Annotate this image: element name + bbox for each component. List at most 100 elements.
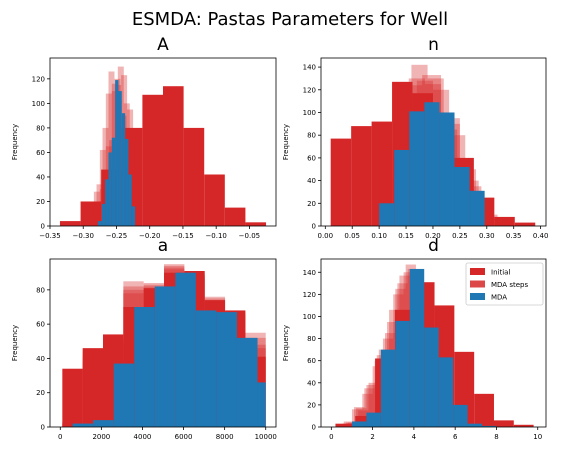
x-tick-label: 0.25 — [452, 232, 468, 240]
figure-title: ESMDA: Pastas Parameters for Well — [132, 9, 448, 30]
axes-frame — [320, 258, 547, 428]
mda-bar — [351, 421, 367, 427]
mda-step-bar — [99, 149, 106, 226]
mda-bar — [72, 423, 94, 427]
mda-step-bar — [354, 407, 365, 427]
mda-bar — [424, 327, 439, 427]
y-tick-label: 80 — [36, 124, 45, 132]
mda-step-bar — [345, 422, 357, 427]
mda-bar — [111, 137, 116, 226]
axes-frame — [49, 57, 277, 227]
initial-bar — [59, 221, 81, 226]
mda-bar — [395, 320, 410, 427]
y-axis-label: Frequency — [282, 124, 290, 160]
mda-bar — [257, 382, 266, 427]
panel-title: d — [428, 236, 439, 256]
mda-bar — [379, 203, 395, 226]
x-tick-label: −0.30 — [73, 232, 94, 240]
y-axis-label: Frequency — [11, 325, 19, 361]
initial-bar — [513, 424, 534, 427]
mda-step-bar — [127, 109, 134, 226]
mda-bar — [409, 268, 425, 427]
y-tick-label: 120 — [303, 291, 316, 299]
y-tick-label: 140 — [303, 269, 316, 277]
initial-bar — [474, 393, 494, 427]
x-tick-label: 6000 — [175, 433, 193, 441]
y-axis-label: Frequency — [11, 124, 19, 160]
mda-step-bar — [133, 170, 140, 226]
mda-step-bar — [129, 164, 136, 226]
legend-box — [465, 262, 544, 306]
y-tick-label: 20 — [307, 200, 316, 208]
y-tick-label: 60 — [36, 149, 45, 157]
x-tick-label: 4 — [412, 433, 417, 441]
mda-bar — [454, 166, 470, 226]
mda-step-bar — [368, 382, 379, 427]
y-tick-label: 0 — [312, 424, 316, 432]
x-tick-label: 0 — [58, 433, 62, 441]
mda-step-bar — [93, 191, 100, 226]
mda-bar — [113, 363, 135, 427]
y-tick-label: 0 — [312, 223, 316, 231]
initial-bar — [80, 201, 102, 226]
y-tick-label: 60 — [36, 321, 45, 329]
mda-bar — [236, 337, 258, 427]
y-tick-label: 80 — [36, 286, 45, 294]
mda-step-bar — [362, 393, 373, 427]
x-tick-label: −0.25 — [106, 232, 127, 240]
x-tick-label: 0.40 — [533, 232, 549, 240]
y-tick-label: 80 — [307, 132, 316, 140]
mda-bar — [131, 206, 136, 226]
mda-step-bar — [96, 184, 103, 226]
mda-bar — [97, 221, 102, 226]
initial-bar — [494, 216, 515, 226]
mda-bar — [467, 423, 483, 427]
initial-bar — [245, 222, 267, 226]
mda-step-bar — [82, 361, 104, 427]
mda-bar — [125, 138, 129, 226]
mda-bar — [118, 91, 122, 226]
y-tick-label: 20 — [36, 389, 45, 397]
mda-bar — [469, 190, 485, 226]
initial-bar — [142, 94, 163, 226]
mda-step-bar — [343, 421, 355, 427]
panel-a-lower: 0 2000 4000 6000 8000 10000 0 20 40 60 80 Frequency… — [11, 236, 277, 441]
legend-label: Initial — [491, 269, 510, 277]
y-tick-label: 120 — [303, 86, 316, 94]
mda-step-bar — [356, 408, 367, 427]
mda-bar — [101, 203, 106, 226]
x-tick-label: 10000 — [255, 433, 277, 441]
mda-bar — [115, 80, 119, 226]
y-tick-label: 40 — [36, 355, 45, 363]
x-tick-label: 0.15 — [398, 232, 414, 240]
legend-label: MDA — [491, 294, 507, 302]
y-tick-label: 40 — [36, 173, 45, 181]
x-tick-label: 0.05 — [344, 232, 360, 240]
x-tick-label: 2000 — [92, 433, 110, 441]
y-tick-label: 40 — [307, 177, 316, 185]
x-tick-label: 0.00 — [318, 232, 334, 240]
mda-step-bar — [364, 388, 375, 427]
legend: Initial MDA steps MDA — [465, 262, 544, 306]
mda-bar — [366, 412, 381, 427]
mda-bar — [453, 404, 468, 427]
x-tick-label: 2 — [370, 433, 374, 441]
initial-bar — [493, 420, 514, 427]
mda-bar — [195, 310, 217, 427]
x-tick-label: −0.20 — [139, 232, 160, 240]
panel-title: a — [158, 236, 168, 256]
mda-step-bar — [372, 366, 383, 427]
y-tick-label: 80 — [307, 335, 316, 343]
legend-swatch — [470, 280, 485, 288]
x-tick-label: 0.30 — [479, 232, 495, 240]
mda-step-bar — [62, 421, 83, 427]
y-tick-label: 100 — [303, 313, 316, 321]
mda-bar — [216, 312, 237, 427]
x-tick-label: 0.20 — [425, 232, 441, 240]
mda-bar — [409, 111, 425, 226]
mda-bar — [128, 174, 132, 226]
mda-bar — [482, 425, 497, 427]
y-tick-label: 0 — [41, 223, 45, 231]
mda-bar — [438, 357, 454, 427]
